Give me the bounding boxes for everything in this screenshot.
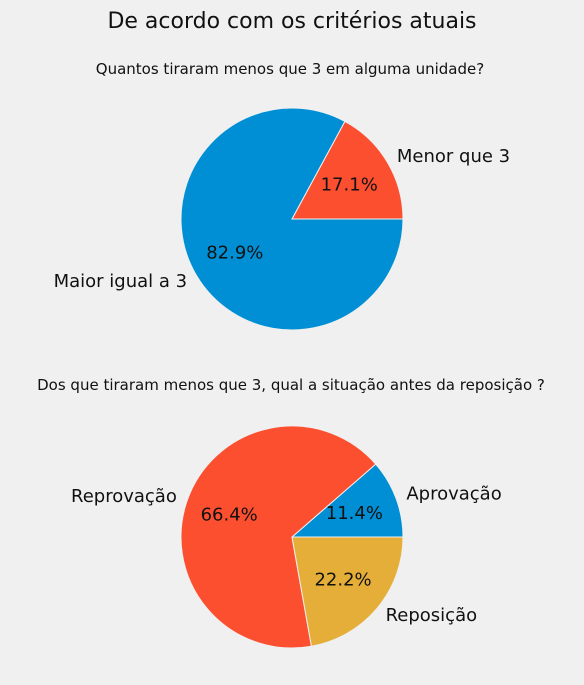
pie-1-title: Quantos tiraram menos que 3 em alguma un…	[96, 60, 484, 78]
pie-2-slice-1-label: Aprovação	[406, 484, 501, 505]
pie-1-slice-2	[180, 107, 404, 331]
pie-1-slice-1-pct: 17.1%	[321, 174, 378, 195]
pie-chart-1: Quantos tiraram menos que 3 em alguma un…	[54, 60, 511, 331]
pie-1-slice-1-label: Menor que 3	[397, 146, 510, 167]
figure-suptitle: De acordo com os critérios atuais	[107, 9, 476, 34]
pie-2-slice-2-label: Reprovação	[71, 486, 177, 507]
pie-2-labels: Aprovação 11.4% Reprovação 66.4% Reposição 22…	[71, 484, 502, 626]
pie-1-slice-1	[291, 120, 404, 220]
pie-1-labels: Menor que 3 17.1% Maior igual a 3 82.9%	[54, 146, 511, 292]
pie-1-slices	[180, 107, 404, 331]
pie-chart-2: Dos que tiraram menos que 3, qual a situ…	[37, 376, 545, 649]
pie-2-slice-2-pct: 66.4%	[201, 504, 258, 525]
pie-2-title: Dos que tiraram menos que 3, qual a situ…	[37, 376, 545, 394]
pie-2-slice-2	[180, 425, 377, 649]
pie-2-slices	[180, 425, 404, 649]
pie-1-slice-2-label: Maior igual a 3	[54, 271, 188, 292]
pie-2-slice-3-label: Reposição	[386, 605, 478, 626]
pie-2-slice-3-pct: 22.2%	[314, 569, 371, 590]
pie-2-slice-3	[291, 536, 404, 647]
pie-2-slice-1-pct: 11.4%	[326, 503, 383, 524]
pie-1-slice-2-pct: 82.9%	[206, 243, 263, 264]
pie-2-slice-1	[290, 463, 404, 538]
